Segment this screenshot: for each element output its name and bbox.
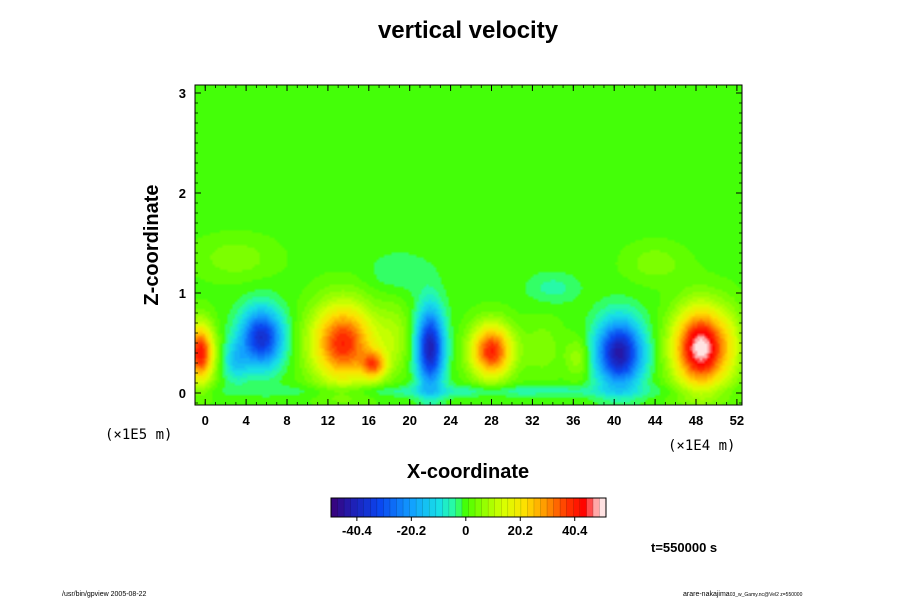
x-axis-title: X-coordinate	[407, 461, 529, 483]
footer-author: arare-nakajima03_w_Gamy.nc@Vel2 z=550000	[683, 591, 803, 598]
y-axis-ticks: 0 1 2 3	[179, 86, 742, 401]
x-tick-label: 12	[321, 413, 335, 428]
x-tick-label: 0	[202, 413, 209, 428]
x-tick-label: 44	[648, 413, 663, 428]
colorbar-level-lines	[337, 498, 600, 517]
footer-file-info: 03_w_Gamy.nc@Vel2 z=550000	[730, 592, 803, 598]
x-tick-label: 8	[283, 413, 290, 428]
x-tick-label: 32	[525, 413, 539, 428]
footer-author-name: arare-nakajima	[683, 591, 730, 598]
x-tick-label: 48	[689, 413, 703, 428]
y-minor-ticks	[195, 92, 742, 404]
colorbar: -40.4 -20.2 0 20.2 40.4	[330, 497, 607, 538]
plot-frame	[194, 84, 743, 406]
x-axis-ticks: 0 4 8 12 16 20 24 28 32 36 40 44 48 52	[202, 85, 744, 428]
y-tick-label: 1	[179, 286, 186, 301]
chart-title: vertical velocity	[378, 17, 559, 44]
colorbar-tick-label: 20.2	[508, 523, 533, 538]
colorbar-gradient	[331, 498, 606, 517]
plot-area	[194, 84, 743, 406]
x-tick-label: 4	[243, 413, 251, 428]
x-tick-label: 16	[362, 413, 376, 428]
y-axis-title: Z-coordinate	[141, 184, 163, 305]
x-axis-unit: (×1E5 m)	[105, 427, 172, 443]
x-tick-label: 24	[443, 413, 458, 428]
y-tick-label: 3	[179, 86, 186, 101]
y-tick-label: 2	[179, 186, 186, 201]
colorbar-tick-label: 0	[462, 523, 469, 538]
footer-command: /usr/bin/gpview 2005-08-22	[62, 591, 147, 598]
colorbar-tick-label: -20.2	[397, 523, 427, 538]
x-tick-unit: (×1E4 m)	[668, 438, 735, 454]
y-tick-label: 0	[179, 386, 186, 401]
colorbar-ticks: -40.4 -20.2 0 20.2 40.4	[342, 517, 588, 538]
x-tick-label: 36	[566, 413, 580, 428]
time-label: t=550000 s	[651, 540, 717, 555]
x-tick-label: 40	[607, 413, 621, 428]
colorbar-tick-label: -40.4	[342, 523, 372, 538]
colorbar-frame	[330, 497, 607, 518]
x-tick-label: 52	[730, 413, 744, 428]
x-tick-label: 20	[402, 413, 416, 428]
heatmap-field	[195, 85, 742, 405]
x-tick-label: 28	[484, 413, 498, 428]
colorbar-tick-label: 40.4	[562, 523, 588, 538]
